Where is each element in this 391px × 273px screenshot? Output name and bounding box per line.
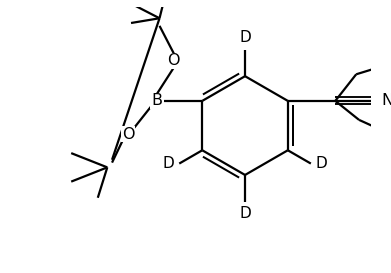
Text: B: B bbox=[151, 93, 162, 108]
Text: O: O bbox=[122, 127, 135, 142]
Text: D: D bbox=[239, 206, 251, 221]
Text: D: D bbox=[163, 156, 174, 171]
Text: D: D bbox=[316, 156, 327, 171]
Text: D: D bbox=[163, 156, 174, 171]
Text: D: D bbox=[239, 206, 251, 221]
Text: O: O bbox=[122, 127, 135, 142]
Text: O: O bbox=[167, 54, 180, 69]
Text: B: B bbox=[151, 93, 162, 108]
Text: N: N bbox=[382, 93, 391, 108]
Text: N: N bbox=[382, 93, 391, 108]
Text: O: O bbox=[167, 54, 180, 69]
Text: D: D bbox=[316, 156, 327, 171]
Text: D: D bbox=[239, 30, 251, 45]
Text: D: D bbox=[239, 30, 251, 45]
